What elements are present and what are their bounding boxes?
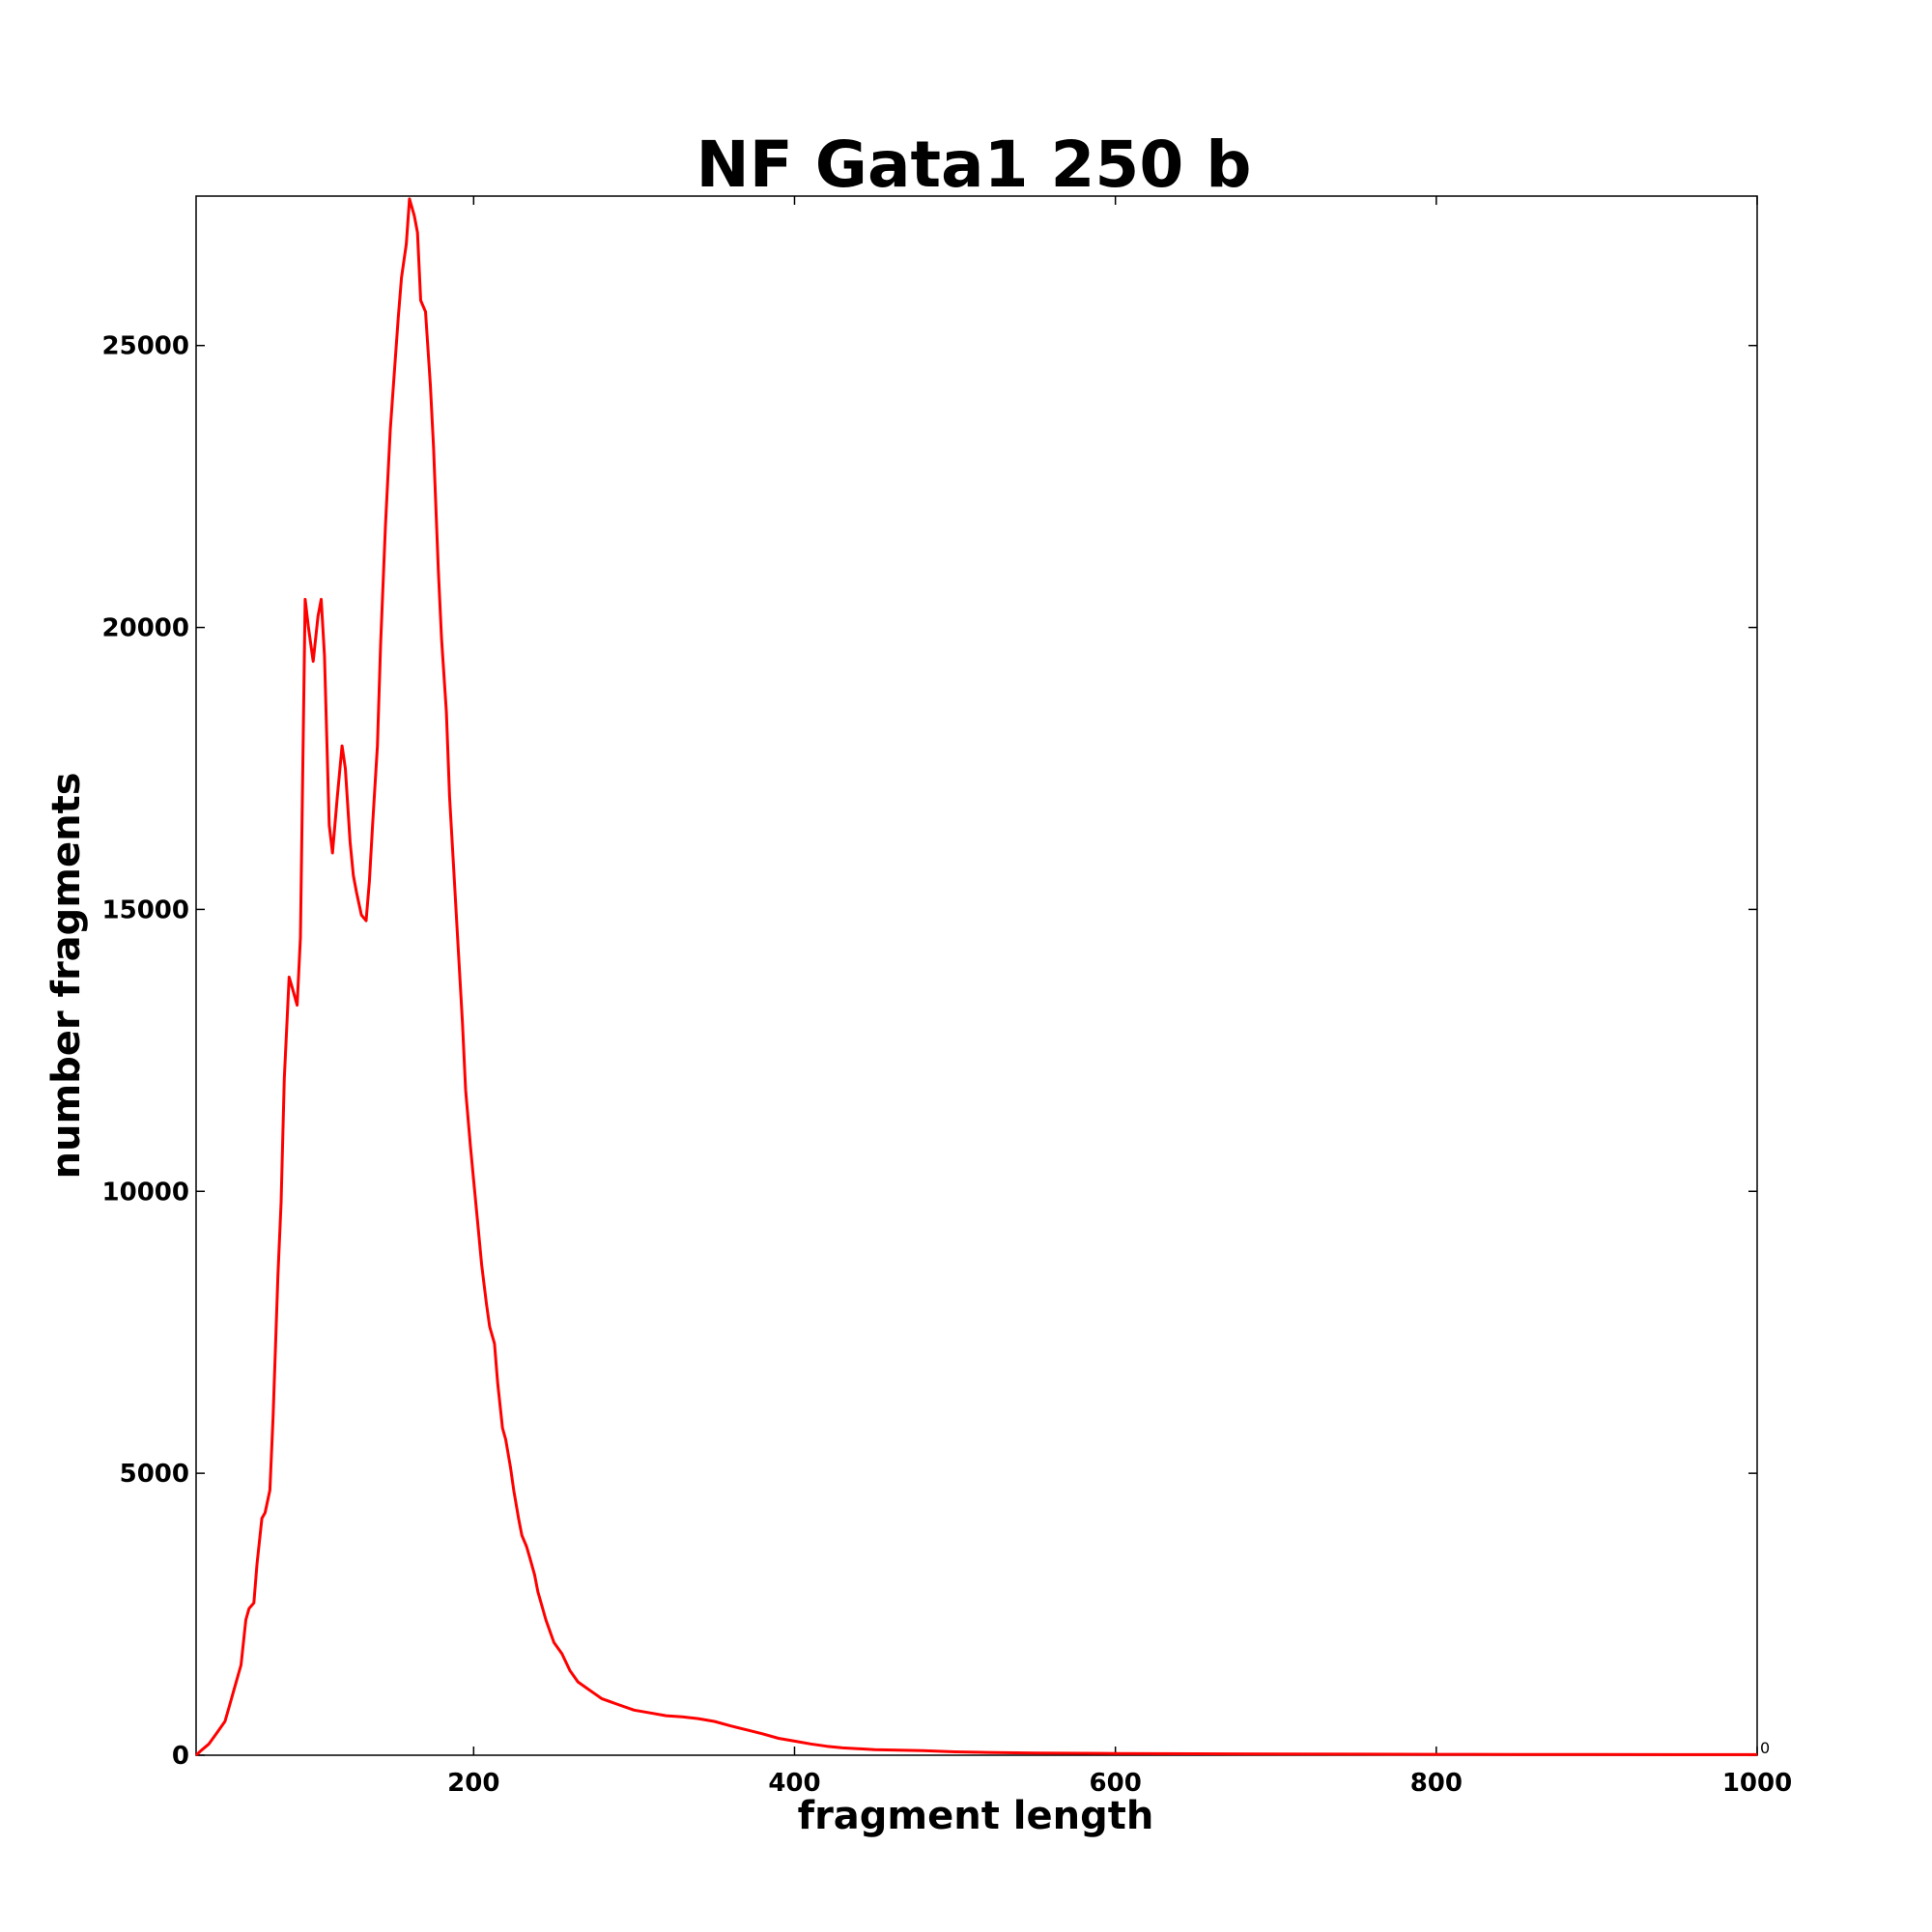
x-tick-label: 800 bbox=[1410, 1769, 1463, 1798]
plot-frame bbox=[195, 195, 1758, 1756]
x-tick-label: 200 bbox=[447, 1769, 499, 1798]
chart-title: NF Gata1 250 b bbox=[696, 128, 1252, 202]
axis-ticks bbox=[196, 196, 1758, 1756]
series-line bbox=[194, 197, 1757, 1757]
y-tick-label: 25000 bbox=[102, 332, 189, 361]
y-tick-label: 15000 bbox=[102, 895, 189, 924]
x-tick-label: 1000 bbox=[1722, 1769, 1792, 1798]
x-axis-label: fragment length bbox=[798, 1794, 1154, 1838]
axis-tick-labels: 200 400 600 800 1000050001000015000200002500… bbox=[102, 332, 1793, 1798]
right-axis-label: 0 bbox=[1760, 1739, 1770, 1757]
y-tick-label: 10000 bbox=[102, 1178, 189, 1207]
x-tick-label: 600 bbox=[1090, 1769, 1142, 1798]
y-axis-label: number fragments bbox=[44, 772, 89, 1179]
y-tick-label: 5000 bbox=[120, 1460, 189, 1489]
x-tick-label: 400 bbox=[768, 1769, 820, 1798]
y-tick-label: 0 bbox=[172, 1742, 189, 1771]
y-tick-label: 20000 bbox=[102, 614, 189, 643]
